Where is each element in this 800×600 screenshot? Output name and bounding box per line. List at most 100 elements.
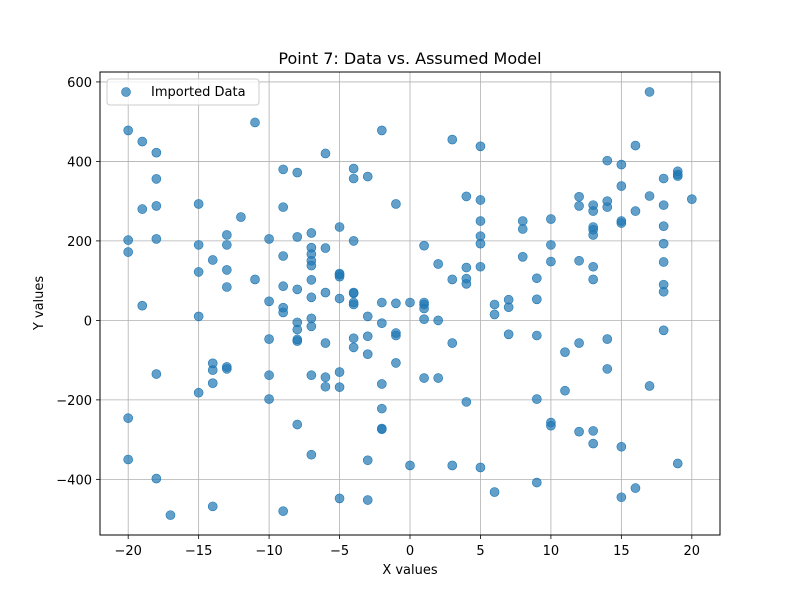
data-point: [306, 292, 317, 303]
data-point: [377, 403, 387, 414]
y-tick-label: 600: [67, 76, 92, 91]
data-point: [644, 87, 655, 97]
x-tick-label: 5: [476, 544, 484, 559]
data-point: [616, 181, 627, 191]
data-point: [292, 419, 303, 430]
data-point: [574, 338, 584, 348]
data-point: [405, 297, 415, 308]
x-tick-label: −5: [330, 544, 349, 559]
data-point: [532, 394, 542, 404]
x-axis-label: X values: [382, 563, 438, 578]
data-point: [348, 342, 359, 353]
x-tick-label: 10: [543, 544, 560, 559]
data-point: [546, 256, 556, 267]
chart-title: Point 7: Data vs. Assumed Model: [278, 49, 541, 68]
data-point: [602, 334, 613, 344]
data-point: [278, 202, 288, 212]
data-point: [151, 147, 162, 158]
legend-marker: [121, 87, 131, 97]
data-point: [278, 164, 288, 175]
data-point: [334, 271, 345, 282]
data-point: [306, 321, 317, 332]
data-point: [278, 251, 288, 261]
data-point: [362, 349, 373, 359]
data-point: [320, 338, 331, 348]
data-point: [348, 236, 359, 246]
data-point: [630, 206, 641, 216]
data-point: [475, 195, 486, 205]
data-point: [264, 370, 274, 381]
legend-label: Imported Data: [151, 85, 246, 100]
data-point: [461, 279, 472, 289]
data-point: [137, 300, 148, 311]
data-point: [489, 309, 500, 320]
data-point: [306, 228, 317, 238]
data-point: [503, 329, 514, 340]
y-tick-label: −400: [56, 473, 92, 488]
data-point: [447, 338, 458, 348]
data-point: [151, 473, 162, 484]
data-point: [630, 140, 641, 151]
x-tick-label: −10: [255, 544, 282, 559]
data-point: [532, 330, 542, 341]
data-point: [588, 438, 598, 449]
data-point: [447, 460, 458, 471]
y-tick-label: 200: [67, 235, 92, 250]
data-point: [588, 274, 598, 285]
data-point: [475, 216, 486, 226]
data-point: [151, 174, 162, 184]
data-point: [687, 194, 697, 204]
data-point: [137, 136, 148, 147]
data-point: [278, 281, 288, 292]
data-point: [193, 387, 204, 398]
data-point: [447, 274, 458, 285]
data-point: [602, 155, 613, 166]
data-point: [644, 191, 655, 201]
x-tick-label: 15: [613, 544, 630, 559]
data-point: [546, 214, 556, 224]
data-point: [207, 365, 218, 375]
data-point: [616, 218, 627, 228]
data-point: [644, 381, 655, 391]
data-point: [377, 318, 387, 328]
legend: Imported Data: [106, 78, 260, 106]
data-point: [250, 274, 260, 285]
data-point: [447, 134, 458, 145]
data-point: [433, 373, 443, 383]
x-tick-label: 20: [684, 544, 701, 559]
data-point: [123, 125, 133, 136]
data-point: [348, 163, 359, 174]
data-point: [461, 397, 472, 407]
data-point: [193, 240, 204, 250]
data-point: [658, 257, 669, 267]
data-point: [377, 424, 387, 435]
data-point: [419, 240, 429, 251]
data-point: [306, 275, 317, 285]
data-point: [193, 311, 204, 322]
data-point: [264, 296, 274, 307]
x-tick-label: −15: [185, 544, 212, 559]
data-point: [207, 255, 218, 265]
data-point: [574, 191, 584, 202]
x-tick-label: 0: [406, 544, 414, 559]
data-point: [236, 212, 246, 222]
data-point: [532, 273, 542, 284]
data-point: [207, 501, 218, 512]
data-point: [362, 331, 373, 342]
data-point: [405, 460, 415, 471]
data-points: [123, 87, 697, 520]
data-point: [391, 358, 401, 368]
data-point: [602, 202, 613, 212]
data-point: [658, 200, 669, 210]
data-point: [123, 247, 133, 257]
data-point: [362, 171, 373, 182]
data-point: [334, 382, 345, 392]
data-point: [658, 173, 669, 184]
data-point: [151, 234, 162, 244]
data-point: [574, 201, 584, 211]
data-point: [362, 311, 373, 322]
data-point: [292, 232, 303, 242]
x-tick-label: −20: [114, 544, 141, 559]
data-point: [292, 284, 303, 295]
data-point: [362, 495, 373, 505]
